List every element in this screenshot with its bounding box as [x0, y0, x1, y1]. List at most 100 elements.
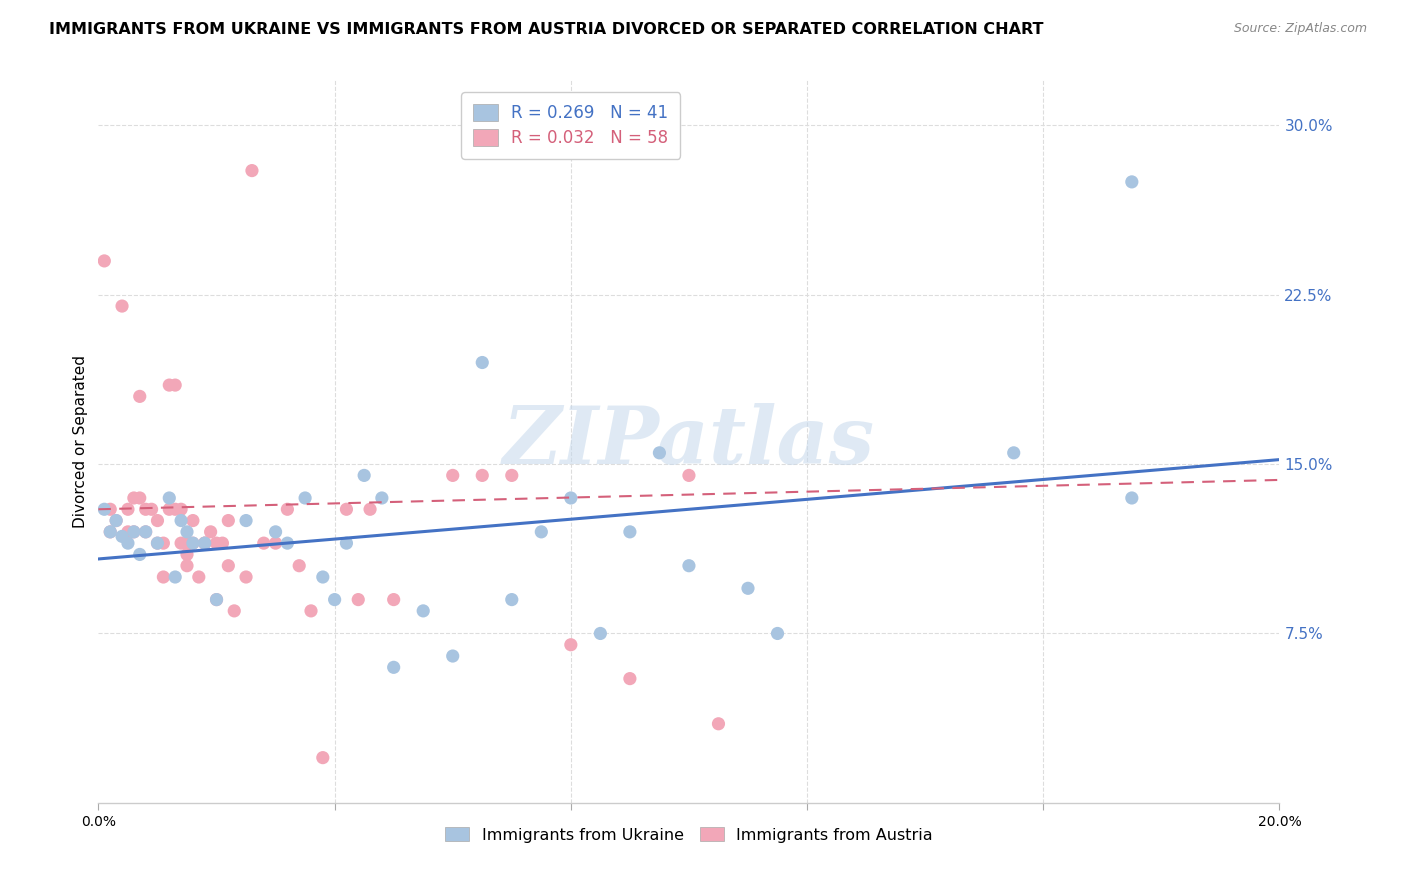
- Point: [181, 536, 204, 550]
- Point: [105, 514, 128, 528]
- Point: [117, 502, 139, 516]
- Point: [276, 536, 298, 550]
- Point: [187, 570, 209, 584]
- Point: [128, 548, 150, 562]
- Point: [347, 592, 370, 607]
- Point: [122, 491, 145, 505]
- Point: [146, 514, 169, 528]
- Point: [264, 536, 287, 550]
- Point: [181, 514, 204, 528]
- Point: [157, 502, 180, 516]
- Point: [98, 524, 121, 539]
- Point: [217, 558, 239, 573]
- Point: [264, 524, 287, 539]
- Point: [619, 524, 641, 539]
- Point: [157, 378, 180, 392]
- Point: [141, 502, 163, 516]
- Point: [165, 502, 187, 516]
- Point: [152, 570, 174, 584]
- Point: [135, 502, 157, 516]
- Point: [176, 558, 198, 573]
- Point: [299, 604, 322, 618]
- Point: [217, 514, 239, 528]
- Point: [176, 548, 198, 562]
- Point: [312, 570, 335, 584]
- Point: [111, 529, 134, 543]
- Point: [181, 536, 204, 550]
- Point: [382, 592, 405, 607]
- Point: [194, 536, 217, 550]
- Point: [707, 716, 730, 731]
- Point: [253, 536, 276, 550]
- Point: [766, 626, 789, 640]
- Point: [471, 468, 494, 483]
- Point: [678, 468, 700, 483]
- Text: IMMIGRANTS FROM UKRAINE VS IMMIGRANTS FROM AUSTRIA DIVORCED OR SEPARATED CORRELA: IMMIGRANTS FROM UKRAINE VS IMMIGRANTS FR…: [49, 22, 1043, 37]
- Point: [152, 536, 174, 550]
- Point: [619, 672, 641, 686]
- Point: [382, 660, 405, 674]
- Point: [176, 524, 198, 539]
- Point: [560, 491, 582, 505]
- Point: [276, 502, 298, 516]
- Point: [501, 592, 523, 607]
- Point: [170, 502, 193, 516]
- Point: [111, 299, 134, 313]
- Point: [211, 536, 233, 550]
- Point: [441, 648, 464, 663]
- Point: [98, 524, 121, 539]
- Point: [501, 468, 523, 483]
- Point: [1002, 446, 1025, 460]
- Point: [224, 604, 246, 618]
- Point: [335, 536, 357, 550]
- Point: [678, 558, 700, 573]
- Point: [117, 536, 139, 550]
- Y-axis label: Divorced or Separated: Divorced or Separated: [73, 355, 89, 528]
- Point: [205, 592, 228, 607]
- Point: [128, 491, 150, 505]
- Point: [589, 626, 612, 640]
- Point: [323, 592, 346, 607]
- Point: [235, 570, 257, 584]
- Point: [170, 514, 193, 528]
- Point: [1121, 491, 1143, 505]
- Point: [93, 253, 115, 268]
- Point: [205, 536, 228, 550]
- Point: [288, 558, 311, 573]
- Point: [335, 502, 357, 516]
- Point: [122, 524, 145, 539]
- Point: [312, 750, 335, 764]
- Point: [560, 638, 582, 652]
- Point: [165, 378, 187, 392]
- Point: [737, 582, 759, 596]
- Point: [353, 468, 375, 483]
- Point: [165, 570, 187, 584]
- Point: [194, 536, 217, 550]
- Point: [128, 389, 150, 403]
- Point: [170, 536, 193, 550]
- Point: [93, 502, 115, 516]
- Point: [1121, 175, 1143, 189]
- Point: [412, 604, 434, 618]
- Point: [146, 536, 169, 550]
- Point: [98, 502, 121, 516]
- Point: [105, 514, 128, 528]
- Point: [200, 524, 222, 539]
- Point: [359, 502, 381, 516]
- Point: [122, 524, 145, 539]
- Point: [194, 536, 217, 550]
- Legend: Immigrants from Ukraine, Immigrants from Austria: Immigrants from Ukraine, Immigrants from…: [439, 821, 939, 849]
- Point: [471, 355, 494, 369]
- Point: [294, 491, 316, 505]
- Point: [240, 163, 263, 178]
- Point: [176, 536, 198, 550]
- Point: [441, 468, 464, 483]
- Point: [371, 491, 394, 505]
- Point: [648, 446, 671, 460]
- Point: [235, 514, 257, 528]
- Point: [135, 524, 157, 539]
- Point: [135, 524, 157, 539]
- Point: [117, 524, 139, 539]
- Point: [146, 536, 169, 550]
- Text: Source: ZipAtlas.com: Source: ZipAtlas.com: [1233, 22, 1367, 36]
